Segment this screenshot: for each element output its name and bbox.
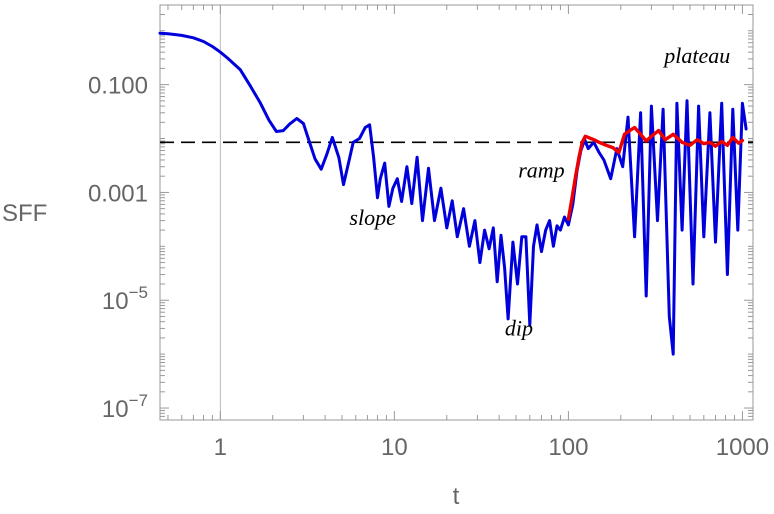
x-tick-label: 1000 bbox=[716, 434, 769, 461]
series-layer bbox=[158, 31, 748, 356]
y-tick-label: 0.100 bbox=[88, 73, 148, 100]
tick-label-layer: 1 10 100 1000 0.100 0.001 10−5 10−7 bbox=[88, 73, 769, 461]
x-tick-label: 10 bbox=[381, 434, 408, 461]
smoothed-series-line bbox=[566, 125, 745, 221]
annotation-slope: slope bbox=[349, 205, 396, 230]
y-tick-label: 10−7 bbox=[102, 391, 148, 423]
ticks-layer bbox=[160, 4, 753, 421]
annotation-dip: dip bbox=[505, 316, 533, 341]
y-tick-label: 0.001 bbox=[88, 180, 148, 207]
annotation-layer: plateau ramp slope dip bbox=[349, 43, 730, 341]
annotation-ramp: ramp bbox=[518, 157, 564, 182]
annotation-plateau: plateau bbox=[662, 43, 730, 68]
x-tick-label: 1 bbox=[214, 434, 227, 461]
x-tick-label: 100 bbox=[548, 434, 588, 461]
plot-frame bbox=[159, 4, 754, 421]
sff-series-line bbox=[158, 31, 748, 356]
x-axis-title: t bbox=[453, 483, 460, 510]
y-tick-label: 10−5 bbox=[102, 283, 148, 315]
y-axis-title: SFF bbox=[2, 200, 47, 227]
